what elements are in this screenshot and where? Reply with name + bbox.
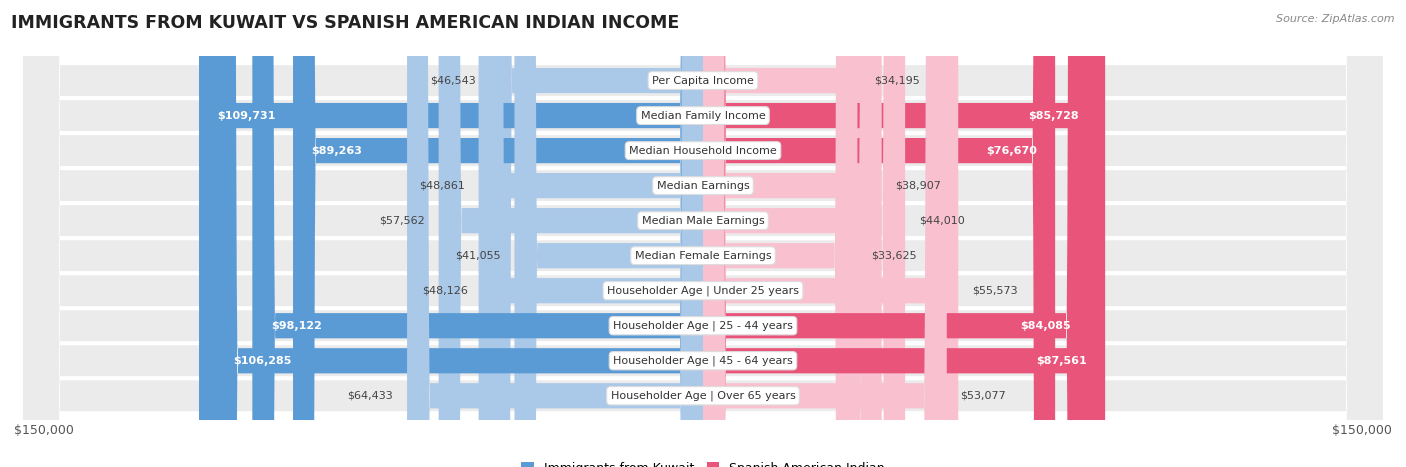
Text: $109,731: $109,731 [218,111,276,120]
Text: Householder Age | Over 65 years: Householder Age | Over 65 years [610,390,796,401]
Text: $87,561: $87,561 [1036,356,1087,366]
FancyBboxPatch shape [703,0,1097,467]
Text: $41,055: $41,055 [456,251,501,261]
Text: Median Family Income: Median Family Income [641,111,765,120]
FancyBboxPatch shape [24,0,1382,467]
Text: $85,728: $85,728 [1028,111,1078,120]
FancyBboxPatch shape [703,0,1090,467]
Text: $106,285: $106,285 [233,356,291,366]
Text: $76,670: $76,670 [986,146,1036,156]
Text: $98,122: $98,122 [271,321,322,331]
FancyBboxPatch shape [252,0,703,467]
FancyBboxPatch shape [703,0,905,467]
FancyBboxPatch shape [703,0,858,467]
FancyBboxPatch shape [24,0,1382,467]
Text: Householder Age | 25 - 44 years: Householder Age | 25 - 44 years [613,320,793,331]
FancyBboxPatch shape [24,0,1382,467]
Text: $57,562: $57,562 [380,216,425,226]
Text: Householder Age | Under 25 years: Householder Age | Under 25 years [607,285,799,296]
FancyBboxPatch shape [24,0,1382,467]
Text: $48,861: $48,861 [419,181,465,191]
FancyBboxPatch shape [439,0,703,467]
Text: IMMIGRANTS FROM KUWAIT VS SPANISH AMERICAN INDIAN INCOME: IMMIGRANTS FROM KUWAIT VS SPANISH AMERIC… [11,14,679,32]
Text: $64,433: $64,433 [347,391,394,401]
FancyBboxPatch shape [482,0,703,467]
Text: Per Capita Income: Per Capita Income [652,76,754,85]
Text: Source: ZipAtlas.com: Source: ZipAtlas.com [1277,14,1395,24]
Text: $150,000: $150,000 [14,424,75,437]
FancyBboxPatch shape [24,0,1382,467]
Text: $48,126: $48,126 [422,286,468,296]
FancyBboxPatch shape [200,0,703,467]
Text: $53,077: $53,077 [960,391,1007,401]
FancyBboxPatch shape [703,0,860,467]
Legend: Immigrants from Kuwait, Spanish American Indian: Immigrants from Kuwait, Spanish American… [516,457,890,467]
FancyBboxPatch shape [703,0,1105,467]
Text: $150,000: $150,000 [1331,424,1392,437]
FancyBboxPatch shape [292,0,703,467]
Text: $44,010: $44,010 [920,216,965,226]
FancyBboxPatch shape [408,0,703,467]
FancyBboxPatch shape [703,0,946,467]
FancyBboxPatch shape [215,0,703,467]
FancyBboxPatch shape [24,0,1382,467]
FancyBboxPatch shape [24,0,1382,467]
FancyBboxPatch shape [489,0,703,467]
FancyBboxPatch shape [703,0,882,467]
Text: Householder Age | 45 - 64 years: Householder Age | 45 - 64 years [613,355,793,366]
FancyBboxPatch shape [24,0,1382,467]
Text: Median Male Earnings: Median Male Earnings [641,216,765,226]
FancyBboxPatch shape [703,0,1054,467]
Text: $55,573: $55,573 [972,286,1018,296]
Text: Median Household Income: Median Household Income [628,146,778,156]
FancyBboxPatch shape [24,0,1382,467]
Text: Median Female Earnings: Median Female Earnings [634,251,772,261]
Text: $34,195: $34,195 [875,76,920,85]
Text: $33,625: $33,625 [872,251,917,261]
Text: $46,543: $46,543 [430,76,475,85]
FancyBboxPatch shape [703,0,959,467]
Text: $84,085: $84,085 [1021,321,1071,331]
Text: Median Earnings: Median Earnings [657,181,749,191]
FancyBboxPatch shape [478,0,703,467]
FancyBboxPatch shape [24,0,1382,467]
Text: $38,907: $38,907 [896,181,942,191]
FancyBboxPatch shape [515,0,703,467]
Text: $89,263: $89,263 [311,146,363,156]
